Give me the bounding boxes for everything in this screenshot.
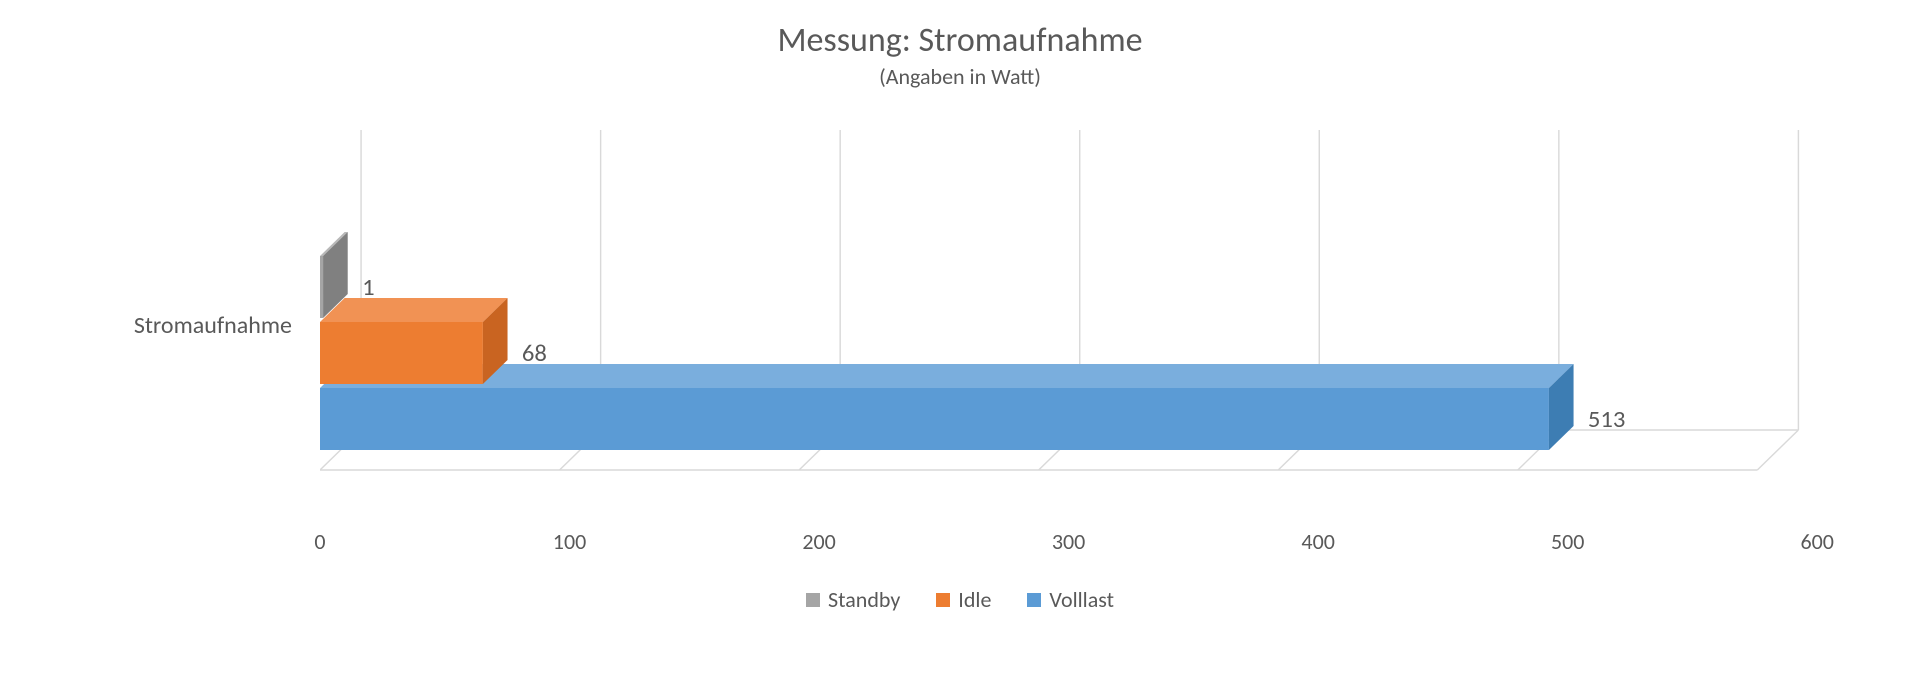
legend-item: Volllast xyxy=(1027,586,1114,613)
legend-label: Standby xyxy=(828,586,900,613)
chart-subtitle: (Angaben in Watt) xyxy=(60,63,1860,90)
x-tick-label: 300 xyxy=(1052,528,1085,555)
chart-container: Messung: Stromaufnahme (Angaben in Watt)… xyxy=(0,0,1920,700)
plot-row: Stromaufnahme 513 68 1 xyxy=(60,130,1860,520)
x-axis: 0100200300400500600 xyxy=(320,528,1860,558)
data-label: 1 xyxy=(362,272,374,302)
x-tick-label: 100 xyxy=(553,528,586,555)
legend-swatch xyxy=(1027,593,1041,607)
chart-title: Messung: Stromaufnahme xyxy=(60,20,1860,61)
x-tick-label: 200 xyxy=(802,528,835,555)
title-block: Messung: Stromaufnahme (Angaben in Watt) xyxy=(60,20,1860,90)
legend-label: Idle xyxy=(958,586,991,613)
category-label: Stromaufnahme xyxy=(60,311,320,340)
legend: Standby Idle Volllast xyxy=(60,586,1860,613)
legend-item: Standby xyxy=(806,586,900,613)
x-axis-row: 0 100 200 300 400 500 600 xyxy=(60,528,1860,558)
legend-item: Idle xyxy=(936,586,991,613)
data-label: 68 xyxy=(522,338,547,368)
data-label: 513 xyxy=(1588,404,1625,434)
plot-area: 513 68 1 xyxy=(320,130,1860,520)
legend-swatch xyxy=(936,593,950,607)
x-tick-label: 400 xyxy=(1301,528,1334,555)
x-tick-label: 600 xyxy=(1800,528,1833,555)
legend-swatch xyxy=(806,593,820,607)
axis-spacer xyxy=(60,528,320,558)
x-tick-label: 0 xyxy=(314,528,325,555)
plot-svg: 513 68 1 xyxy=(320,130,1860,520)
legend-label: Volllast xyxy=(1049,586,1114,613)
x-tick-label: 500 xyxy=(1551,528,1584,555)
